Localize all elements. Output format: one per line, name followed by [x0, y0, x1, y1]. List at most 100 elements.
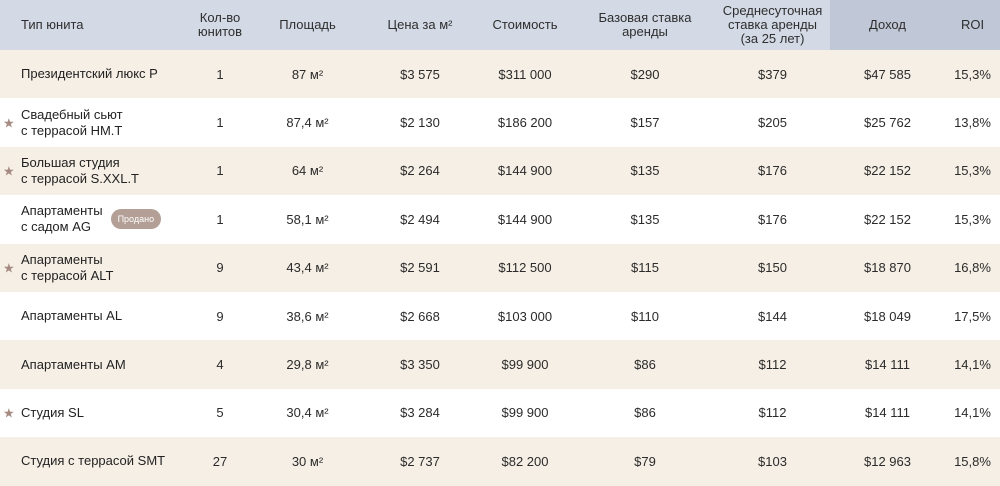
area-cell: 30 м² [291, 453, 324, 469]
average-rate-cell: $150 [758, 260, 787, 276]
unit-count-cell: 1 [216, 66, 224, 82]
cost-cell: $99 900 [501, 357, 549, 373]
area-cell: 29,8 м² [286, 357, 329, 373]
area-cell: 58,1 м² [286, 211, 329, 227]
unit-count-cell: 5 [216, 405, 224, 421]
unit-count-cell: 1 [216, 211, 224, 227]
table-header: Тип юнита Кол-во юнитов Площадь Цена за … [0, 0, 1000, 50]
income-cell: $22 152 [864, 211, 911, 227]
unit-count-cell: 27 [212, 453, 228, 469]
table-row: ★ Апартаменты с террасой ALT 9 43,4 м² $2 59… [0, 243, 1000, 292]
area-cell: 38,6 м² [286, 308, 329, 324]
cost-cell: $311 000 [498, 66, 552, 82]
base-rate-cell: $115 [631, 260, 659, 276]
average-rate-cell: $103 [758, 453, 787, 469]
sold-badge: Продано [110, 209, 162, 230]
header-unit-count: Кол-во юнитов [197, 10, 243, 39]
unit-type-name: Президентский люкс P [21, 66, 158, 82]
unit-type-cell: Апартаменты с садом AG Продано [0, 195, 190, 243]
unit-count-cell: 1 [216, 115, 224, 131]
roi-cell: 14,1% [954, 405, 991, 421]
unit-type-cell: Студия с террасой SMT [0, 437, 190, 485]
header-area: Площадь [279, 17, 336, 32]
price-per-m2-cell: $2 591 [400, 260, 440, 276]
income-cell: $18 049 [864, 308, 911, 324]
price-per-m2-cell: $2 264 [400, 163, 440, 179]
unit-type-name: Студия SL [21, 404, 84, 420]
unit-type-cell: ★ Студия SL [0, 389, 190, 437]
unit-type-cell: ★ Большая студия с террасой S.XXL.T [0, 147, 190, 195]
area-cell: 30,4 м² [286, 405, 329, 421]
average-rate-cell: $144 [758, 308, 787, 324]
table-row: ★ Свадебный сьют с террасой HM.T 1 87,4 м² $… [0, 98, 1000, 146]
unit-type-cell: ★ Свадебный сьют с террасой HM.T [0, 98, 190, 146]
price-per-m2-cell: $2 494 [400, 211, 440, 227]
table-row: Студия с террасой SMT 27 30 м² $2 737 $82 20… [0, 437, 1000, 486]
unit-type-name: Свадебный сьют с террасой HM.T [21, 106, 123, 138]
average-rate-cell: $112 [758, 357, 787, 373]
area-cell: 87 м² [291, 66, 324, 82]
base-rate-cell: $135 [630, 211, 660, 227]
cost-cell: $112 500 [498, 260, 552, 276]
average-rate-cell: $176 [758, 211, 787, 227]
unit-type-cell: ★ Апартаменты с террасой ALT [0, 244, 190, 292]
unit-type-name: Апартаменты с террасой ALT [21, 251, 114, 283]
star-icon: ★ [3, 260, 15, 276]
unit-type-name: Большая студия с террасой S.XXL.T [21, 154, 139, 186]
header-average-rate: Среднесуточная ставка аренды (за 25 лет) [722, 3, 823, 46]
roi-cell: 15,3% [954, 211, 991, 227]
base-rate-cell: $86 [634, 405, 656, 421]
base-rate-cell: $157 [630, 115, 660, 131]
price-per-m2-cell: $2 737 [400, 453, 440, 469]
cost-cell: $144 900 [497, 163, 553, 179]
table-row: Апартаменты AL 9 38,6 м² $2 668 $103 000 $110… [0, 292, 1000, 340]
area-cell: 87,4 м² [286, 115, 329, 131]
income-cell: $14 111 [864, 357, 911, 373]
star-icon: ★ [3, 115, 15, 131]
unit-count-cell: 4 [216, 357, 224, 373]
roi-cell: 15,8% [954, 453, 991, 469]
area-cell: 43,4 м² [286, 260, 329, 276]
header-roi: ROI [945, 0, 1000, 50]
unit-count-cell: 1 [216, 163, 224, 179]
income-cell: $12 963 [864, 453, 911, 469]
area-cell: 64 м² [291, 163, 324, 179]
roi-cell: 13,8% [954, 115, 991, 131]
table-row: Апартаменты с садом AG Продано 1 58,1 м² $2 … [0, 195, 1000, 243]
roi-cell: 15,3% [954, 163, 991, 179]
average-rate-cell: $205 [758, 115, 787, 131]
unit-type-cell: Апартаменты AM [0, 340, 190, 388]
cost-cell: $144 900 [497, 211, 553, 227]
roi-cell: 17,5% [954, 308, 991, 324]
header-cost: Стоимость [492, 17, 558, 32]
header-income: Доход [830, 0, 945, 50]
star-icon: ★ [3, 405, 15, 421]
unit-count-cell: 9 [216, 260, 224, 276]
base-rate-cell: $79 [634, 453, 656, 469]
price-per-m2-cell: $2 668 [400, 308, 440, 324]
price-per-m2-cell: $3 575 [400, 66, 440, 82]
star-icon: ★ [3, 163, 15, 179]
cost-cell: $103 000 [497, 308, 553, 324]
price-per-m2-cell: $3 350 [400, 357, 440, 373]
unit-type-cell: Апартаменты AL [0, 292, 190, 340]
average-rate-cell: $379 [758, 66, 787, 82]
average-rate-cell: $176 [758, 163, 787, 179]
income-cell: $18 870 [864, 260, 911, 276]
cost-cell: $82 200 [501, 453, 549, 469]
base-rate-cell: $135 [630, 163, 660, 179]
income-cell: $25 762 [864, 115, 911, 131]
income-cell: $22 152 [864, 163, 911, 179]
income-cell: $47 585 [864, 66, 911, 82]
price-per-m2-cell: $3 284 [400, 405, 440, 421]
price-per-m2-cell: $2 130 [400, 115, 440, 131]
header-price-per-m2: Цена за м² [387, 17, 453, 32]
unit-type-name: Апартаменты AM [21, 356, 126, 372]
base-rate-cell: $290 [630, 66, 660, 82]
table-row: Президентский люкс P 1 87 м² $3 575 $311 000… [0, 50, 1000, 99]
header-unit-type: Тип юнита [21, 17, 84, 32]
unit-count-cell: 9 [216, 308, 224, 324]
roi-cell: 16,8% [954, 260, 991, 276]
header-base-rate: Базовая ставка аренды [598, 10, 692, 39]
